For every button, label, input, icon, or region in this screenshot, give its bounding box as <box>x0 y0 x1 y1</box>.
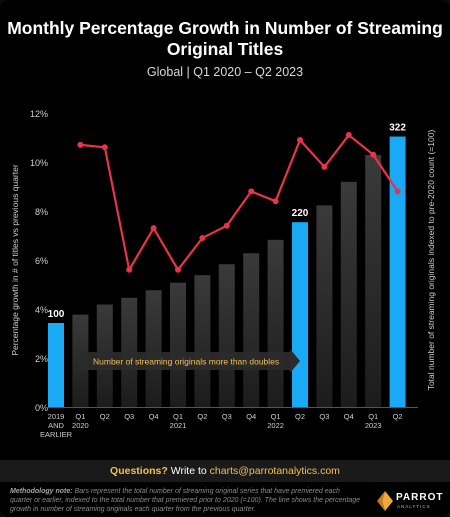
x-tick-label: 2022 <box>267 421 284 430</box>
bar <box>170 282 186 407</box>
x-tick-label: EARLIER <box>40 430 73 439</box>
methodology-label: Methodology note: <box>10 488 73 495</box>
x-tick-label: Q2 <box>197 412 207 421</box>
x-tick-label: Q2 <box>100 412 110 421</box>
x-tick-label: Q2 <box>393 412 403 421</box>
bar <box>365 155 382 407</box>
x-tick-label: 2023 <box>365 421 382 430</box>
y-tick-label: 4% <box>35 305 48 315</box>
x-tick-label: Q1 <box>173 412 183 421</box>
y-tick-label: 8% <box>35 207 48 217</box>
growth-point <box>297 136 303 143</box>
bar <box>145 290 162 407</box>
annotation-arrow-head <box>290 349 300 373</box>
y-tick-label: 10% <box>30 158 48 168</box>
x-tick-label: AND <box>48 421 64 430</box>
y-tick-label: 0% <box>35 403 48 413</box>
growth-point <box>321 163 328 170</box>
annotation-text: Number of streaming originals more than … <box>93 357 279 367</box>
x-tick-label: 2021 <box>170 421 187 430</box>
bar <box>218 264 235 407</box>
methodology-note: Methodology note: Bars represent the tot… <box>10 487 362 514</box>
growth-point <box>150 225 157 232</box>
logo-sub: ANALYTICS <box>397 504 431 509</box>
x-tick-label: Q3 <box>319 412 329 421</box>
x-tick-label: Q1 <box>75 412 85 421</box>
questions-bar: Questions? Write to charts@parrotanalyti… <box>0 460 450 482</box>
x-tick-label: Q2 <box>295 412 305 421</box>
bar <box>389 136 406 407</box>
growth-point <box>199 234 206 241</box>
chart-plot: 0% 2% 4% 6% 8% 10% 12% Percentage growth in # o… <box>10 109 436 439</box>
x-tick-label: 2020 <box>72 421 89 430</box>
y-tick-label: 2% <box>35 354 48 364</box>
left-axis-label: Percentage growth in # of titles vs prev… <box>10 164 20 356</box>
logo-name: PARROT <box>396 492 444 503</box>
methodology-text: Bars represent the total number of strea… <box>10 488 361 513</box>
growth-point <box>126 266 133 273</box>
questions-label: Questions? <box>110 465 168 477</box>
x-tick-label: Q1 <box>368 412 378 421</box>
growth-point <box>370 151 377 158</box>
contact-email-link[interactable]: charts@parrotanalytics.com <box>209 465 340 477</box>
annotation-arrow-body <box>80 352 290 370</box>
chart-title: Monthly Percentage Growth in Number of S… <box>7 18 443 59</box>
bar <box>48 323 64 407</box>
x-tick-label: 2019 <box>48 412 65 421</box>
y-tick-label: 12% <box>30 109 48 119</box>
growth-point <box>272 198 279 205</box>
growth-point <box>345 132 352 139</box>
bar <box>243 253 260 407</box>
x-tick-label: Q4 <box>149 412 159 421</box>
chart-subtitle: Global | Q1 2020 – Q2 2023 <box>146 65 304 79</box>
growth-point <box>248 188 255 195</box>
bar <box>292 222 308 407</box>
bar-data-label: 322 <box>389 123 406 134</box>
x-tick-label: Q1 <box>271 412 281 421</box>
bar-data-label: 100 <box>48 309 65 320</box>
x-tick-label: Q4 <box>344 412 354 421</box>
growth-point <box>77 141 84 148</box>
x-tick-label: Q3 <box>124 412 134 421</box>
bar <box>340 181 357 407</box>
parrot-logo: PARROT ANALYTICS <box>376 490 444 514</box>
y-tick-label: 6% <box>35 256 48 266</box>
growth-point <box>175 266 181 273</box>
x-tick-label: Q4 <box>246 412 256 421</box>
bar-data-label: 220 <box>292 208 309 219</box>
write-to-label: Write to <box>170 465 207 477</box>
parrot-logo-icon <box>377 491 393 511</box>
growth-line <box>80 133 399 271</box>
growth-point <box>223 222 230 229</box>
right-axis-label: Total number of streaming originals inde… <box>426 130 436 391</box>
x-tick-label: Q3 <box>222 412 232 421</box>
growth-point <box>101 144 108 151</box>
bar <box>194 275 211 407</box>
bar <box>316 205 333 407</box>
growth-point <box>394 188 401 195</box>
bar <box>267 239 284 407</box>
